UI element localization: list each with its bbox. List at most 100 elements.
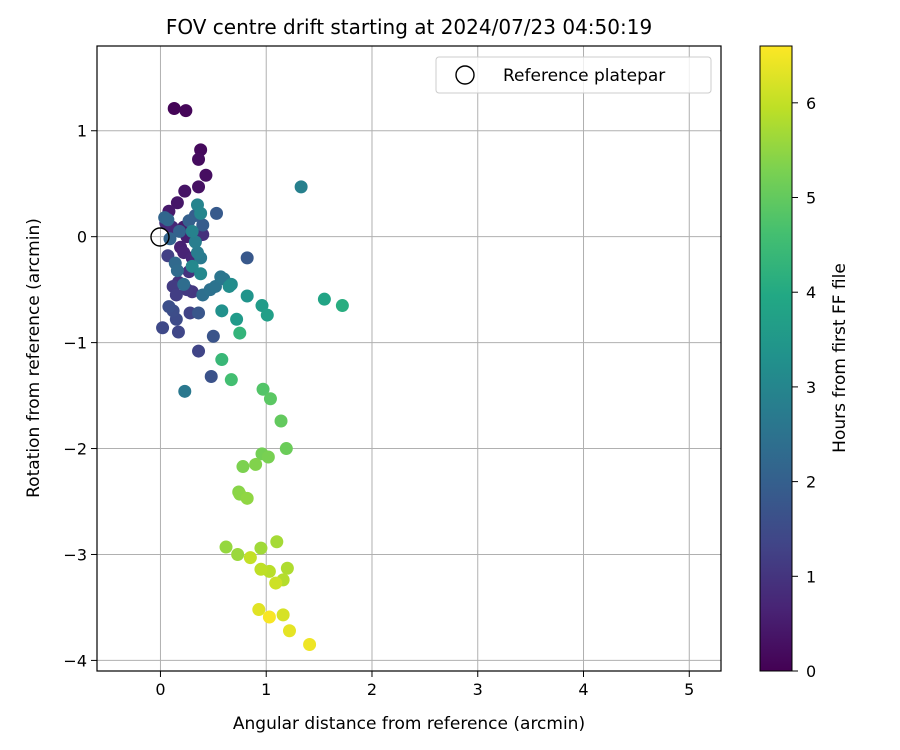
y-tick-label: −4 <box>63 651 87 670</box>
colorbar-ticks: 0 1 2 3 4 5 6 <box>792 94 816 681</box>
colorbar-label: Hours from first FF file <box>830 263 850 453</box>
data-point <box>224 373 238 387</box>
data-point <box>156 321 170 335</box>
data-point <box>254 541 268 555</box>
data-point <box>219 540 233 554</box>
data-point <box>208 279 222 293</box>
colorbar-tick-label: 6 <box>806 94 816 113</box>
data-point <box>270 535 284 549</box>
data-point <box>230 312 244 326</box>
y-axis-ticks: −4 −3 −2 −1 0 1 <box>63 122 97 670</box>
data-point <box>222 279 236 293</box>
x-tick-label: 4 <box>578 680 588 699</box>
x-tick-label: 1 <box>261 680 271 699</box>
colorbar-tick-label: 4 <box>806 283 816 302</box>
data-point <box>194 267 208 281</box>
data-point <box>178 184 192 198</box>
data-point <box>249 457 263 471</box>
data-point <box>192 344 206 358</box>
colorbar-tick-label: 0 <box>806 662 816 681</box>
data-point <box>167 102 181 115</box>
chart-title: FOV centre drift starting at 2024/07/23 … <box>166 15 652 39</box>
data-point <box>161 213 175 227</box>
data-point <box>215 304 229 318</box>
data-point <box>269 576 283 590</box>
data-point <box>254 562 268 576</box>
data-point <box>194 206 208 220</box>
data-point <box>240 289 254 303</box>
data-point <box>252 603 266 617</box>
data-point <box>178 384 192 398</box>
x-tick-label: 0 <box>155 680 165 699</box>
plot-frame <box>96 45 722 672</box>
y-tick-label: −1 <box>63 334 87 353</box>
data-point <box>256 382 270 396</box>
data-point <box>192 306 206 320</box>
data-point <box>185 259 199 273</box>
data-point <box>243 551 257 565</box>
data-point <box>162 300 176 314</box>
data-point <box>196 218 210 232</box>
x-tick-label: 2 <box>367 680 377 699</box>
data-point <box>236 460 250 474</box>
x-tick-label: 5 <box>684 680 694 699</box>
data-point <box>303 638 317 652</box>
data-point <box>279 442 293 456</box>
colorbar-tick-label: 1 <box>806 567 816 586</box>
colorbar: 0 1 2 3 4 5 6 Hours from first FF file <box>759 45 850 681</box>
data-point <box>210 206 224 220</box>
y-tick-label: −2 <box>63 440 87 459</box>
y-tick-label: −3 <box>63 545 87 564</box>
data-point <box>274 414 288 428</box>
grid <box>97 46 721 671</box>
data-point <box>179 104 193 118</box>
y-tick-label: 0 <box>77 228 87 247</box>
data-point <box>185 224 199 238</box>
data-point <box>240 491 254 505</box>
data-point <box>192 180 206 194</box>
data-point <box>231 547 245 561</box>
data-point <box>255 299 269 313</box>
x-axis-label: Angular distance from reference (arcmin) <box>233 714 585 734</box>
data-point <box>199 168 213 182</box>
data-point <box>170 264 184 278</box>
y-axis-label: Rotation from reference (arcmin) <box>24 218 44 498</box>
data-point <box>172 224 186 238</box>
data-point <box>215 353 229 367</box>
data-point <box>260 308 274 322</box>
data-point <box>294 180 308 194</box>
data-point <box>170 196 184 210</box>
colorbar-tick-label: 3 <box>806 378 816 397</box>
data-point <box>335 299 349 313</box>
data-point <box>261 450 275 464</box>
data-point <box>204 370 218 384</box>
data-point <box>182 214 196 228</box>
x-tick-label: 3 <box>473 680 483 699</box>
data-points <box>156 102 349 652</box>
data-point <box>177 277 191 291</box>
data-point <box>263 392 277 406</box>
data-point <box>206 329 220 343</box>
data-point <box>171 325 185 339</box>
data-point <box>280 561 294 575</box>
data-point <box>192 152 206 166</box>
data-point <box>262 610 276 624</box>
y-tick-label: 1 <box>77 122 87 141</box>
colorbar-gradient <box>759 45 793 672</box>
data-point <box>282 624 296 638</box>
legend-entry-reference: Reference platepar <box>503 66 665 86</box>
colorbar-tick-label: 2 <box>806 473 816 492</box>
data-point <box>233 326 247 340</box>
reference-marker <box>150 227 170 247</box>
colorbar-tick-label: 5 <box>806 189 816 208</box>
legend-reference-marker-icon <box>455 65 475 85</box>
data-point <box>188 235 202 249</box>
legend-box <box>435 56 712 94</box>
legend: Reference platepar <box>435 56 712 94</box>
data-point <box>190 246 204 260</box>
x-axis-ticks: 0 1 2 3 4 5 <box>155 671 694 699</box>
data-point <box>317 292 331 306</box>
data-point <box>240 251 254 265</box>
data-point <box>169 288 183 302</box>
